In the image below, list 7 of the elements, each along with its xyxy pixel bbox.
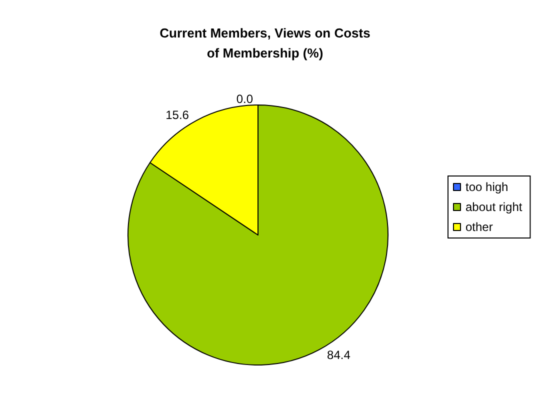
chart-title: Current Members, Views on Costs of Membership (%): [160, 26, 370, 60]
legend-label: about right: [466, 200, 523, 214]
data-label: 84.4: [327, 348, 351, 362]
text: 0.0: [236, 92, 253, 106]
legend-label: other: [466, 220, 493, 234]
data-label: 15.6: [166, 108, 190, 122]
legend-label: too high: [466, 180, 508, 194]
